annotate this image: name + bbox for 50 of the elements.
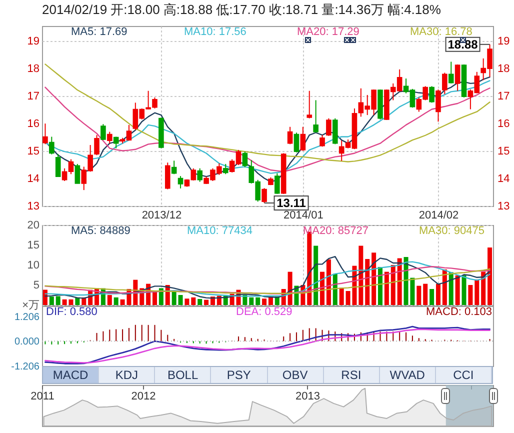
text: MA30: 16.78 bbox=[410, 26, 472, 38]
text: MA10: 77434 bbox=[187, 224, 252, 237]
x-tick-label: 2013 bbox=[295, 390, 320, 402]
text: MA5: 84889 bbox=[71, 224, 130, 237]
annotation: 18.88 bbox=[448, 37, 478, 52]
chart-title: 2014/02/19 开:18.00 高:18.88 低:17.70 收:18.71 量:14.36万 幅:4.18% bbox=[42, 2, 442, 17]
text: OBV bbox=[268, 367, 324, 383]
y2-tick-label: 16 bbox=[498, 118, 510, 130]
y-tick-label: 16 bbox=[27, 118, 40, 130]
x-tick-label: 2014/02 bbox=[418, 210, 459, 222]
y-tick-label: 20 bbox=[27, 220, 40, 232]
x-tick-label: 2012 bbox=[131, 390, 156, 402]
text: MA10: 17.56 bbox=[184, 26, 246, 38]
x-tick-label: 2013/12 bbox=[142, 210, 182, 222]
y2-tick-label: 19 bbox=[498, 36, 510, 48]
y2-tick-label: 15 bbox=[498, 146, 510, 158]
text: MA20: 85727 bbox=[303, 224, 368, 237]
y-tick-label: 17 bbox=[27, 90, 40, 103]
y-tick-label: 10 bbox=[27, 260, 40, 272]
y2-tick-label: 18 bbox=[498, 63, 510, 76]
y-tick-label: 19 bbox=[27, 36, 40, 48]
text: CCI bbox=[436, 367, 492, 383]
y-tick-label: 5 bbox=[33, 280, 40, 292]
text: RSI bbox=[324, 367, 380, 383]
y-tick-label: ×万 bbox=[22, 300, 40, 312]
text: MA5: 17.69 bbox=[71, 26, 128, 38]
text: MA30: 90475 bbox=[419, 224, 484, 237]
y2-tick-label: 17 bbox=[498, 90, 510, 103]
y-tick-label: 1.206 bbox=[14, 312, 40, 323]
series-label: MACD: 0.103 bbox=[426, 306, 492, 318]
y-tick-label: -1.206 bbox=[11, 362, 40, 372]
text: MACD bbox=[43, 367, 100, 383]
text: PSY bbox=[211, 367, 268, 383]
y-tick-label: 15 bbox=[27, 240, 40, 252]
y-tick-label: 14 bbox=[27, 173, 40, 186]
text: KDJ bbox=[99, 367, 156, 383]
text: WVAD bbox=[380, 367, 436, 383]
text: MA20: 17.29 bbox=[297, 26, 360, 38]
text: DEA: 0.529 bbox=[236, 306, 292, 318]
y-tick-label: 13 bbox=[27, 200, 40, 212]
text: DIF: 0.580 bbox=[46, 306, 98, 318]
y2-tick-label: 14 bbox=[498, 173, 510, 186]
y-tick-label: 0.000 bbox=[14, 336, 40, 348]
y-tick-label: 15 bbox=[27, 146, 40, 158]
y-tick-label: 18 bbox=[27, 63, 40, 76]
annotation: 13.11 bbox=[276, 196, 306, 210]
y2-tick-label: 13 bbox=[498, 200, 510, 212]
x-tick-label: 2014/01 bbox=[284, 210, 324, 222]
text: BOLL bbox=[155, 367, 212, 383]
x-tick-label: 2011 bbox=[30, 390, 54, 402]
